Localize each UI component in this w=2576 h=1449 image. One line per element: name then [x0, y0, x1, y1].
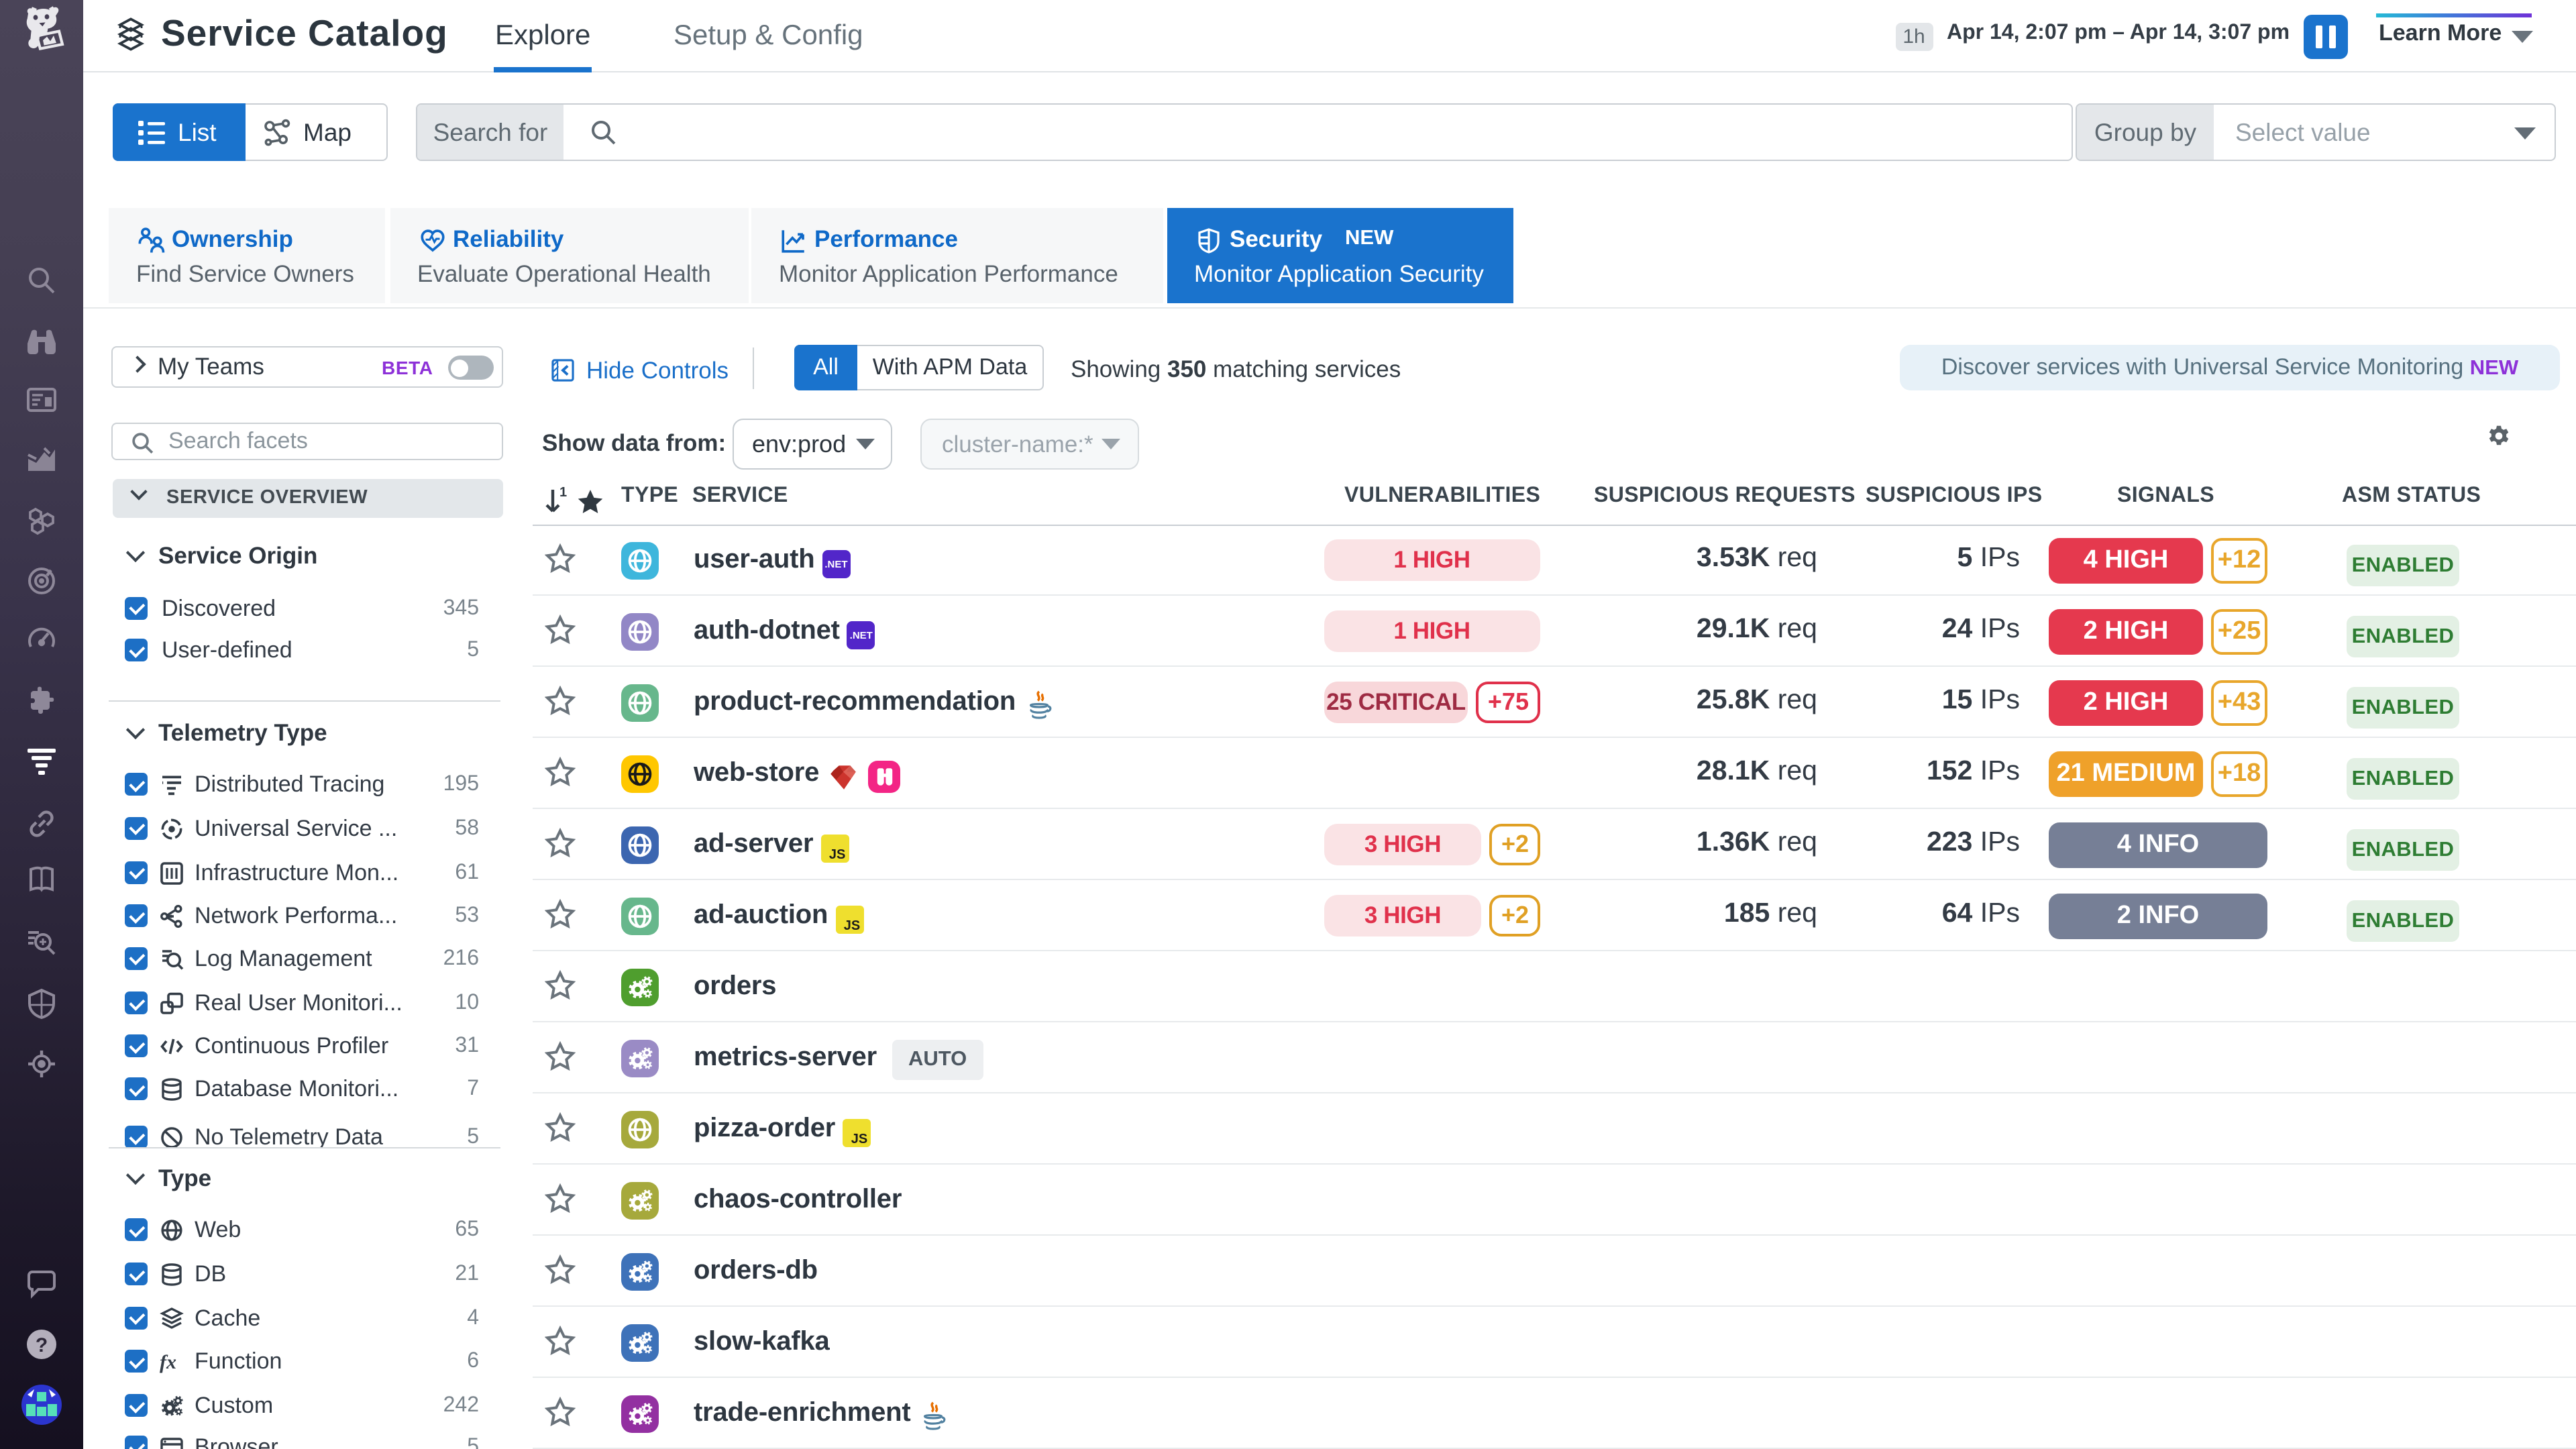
svg-text:?: ? [36, 1334, 48, 1356]
svg-text:1: 1 [559, 486, 567, 500]
svg-text:fx: fx [160, 1351, 176, 1373]
